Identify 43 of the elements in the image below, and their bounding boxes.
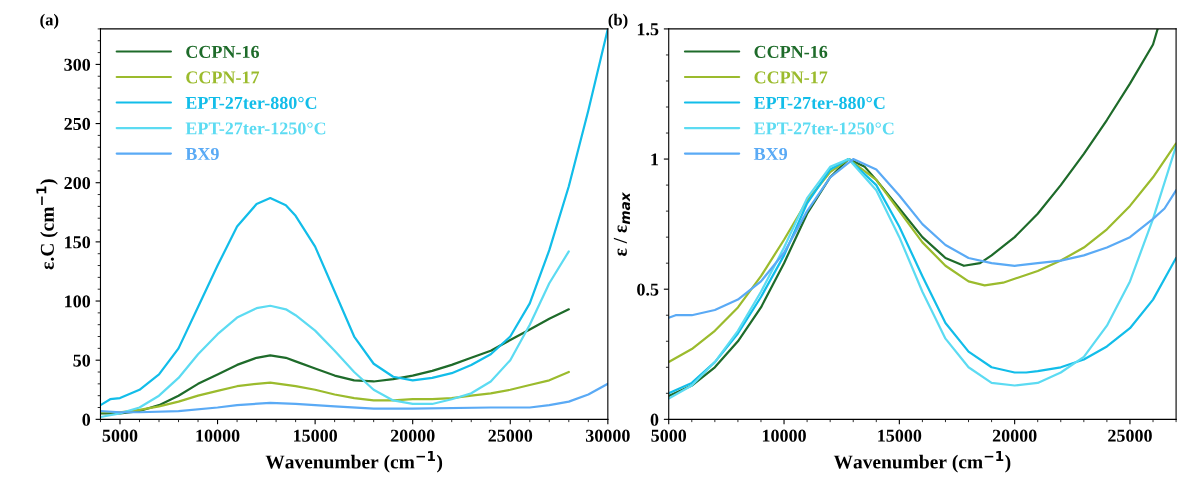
chart-title: (b) [608,13,628,29]
x-axis-title: Wavenumber (cm$^{−1}$) [265,450,443,473]
legend-label: CCPN-16 [754,45,828,58]
x-tick-label: 25000 [488,429,533,442]
line-series [100,308,570,415]
y-tick-label: 150 [65,236,91,249]
x-tick-label: 10000 [196,429,240,442]
y-tick-label: 0.5 [637,283,659,296]
line-series [100,370,570,414]
y-axis-title: ε.C (cm$^{−1}$) [36,179,58,270]
y-tick-label: 50 [73,354,91,367]
x-tick-label: 20000 [390,429,435,442]
legend-label: EPT-27ter-1250°C [185,122,326,135]
line-series [100,382,608,414]
line-series [668,28,1159,398]
y-tick-label: 300 [64,58,91,71]
x-tick-label: 25000 [1108,429,1152,442]
y-tick-label: 250 [64,117,91,131]
y-tick-label: 1 [651,153,659,166]
x-tick-label: 15000 [878,429,922,442]
x-tick-label: 15000 [294,429,338,442]
x-tick-label: 30000 [585,429,630,442]
y-tick-label: 0 [650,413,659,426]
x-tick-label: 10000 [762,429,806,442]
x-tick-label: 5000 [651,429,687,442]
legend-label: BX9 [185,147,219,161]
legend-label: EPT-27ter-1250°C [753,122,894,135]
x-tick-label: 20000 [992,429,1037,442]
y-tick-label: 200 [64,176,91,190]
legend-label: CCPN-17 [186,71,260,84]
legend-label: CCPN-16 [186,45,260,58]
x-axis-title: Wavenumber (cm$^{−1}$) [833,450,1011,473]
legend-label: CCPN-17 [754,71,828,84]
y-tick-label: 0 [82,413,91,426]
line-series [100,250,570,419]
y-tick-label: 100 [65,295,91,308]
chart-title: (a) [40,13,59,29]
legend-label: EPT-27ter-880°C [753,96,885,110]
legend-label: EPT-27ter-880°C [185,96,317,110]
y-tick-label: 1.5 [637,23,659,36]
y-axis-title: ε / ε$_{max}$ [613,192,631,256]
x-tick-label: 5000 [102,429,138,442]
legend-label: BX9 [753,147,788,161]
